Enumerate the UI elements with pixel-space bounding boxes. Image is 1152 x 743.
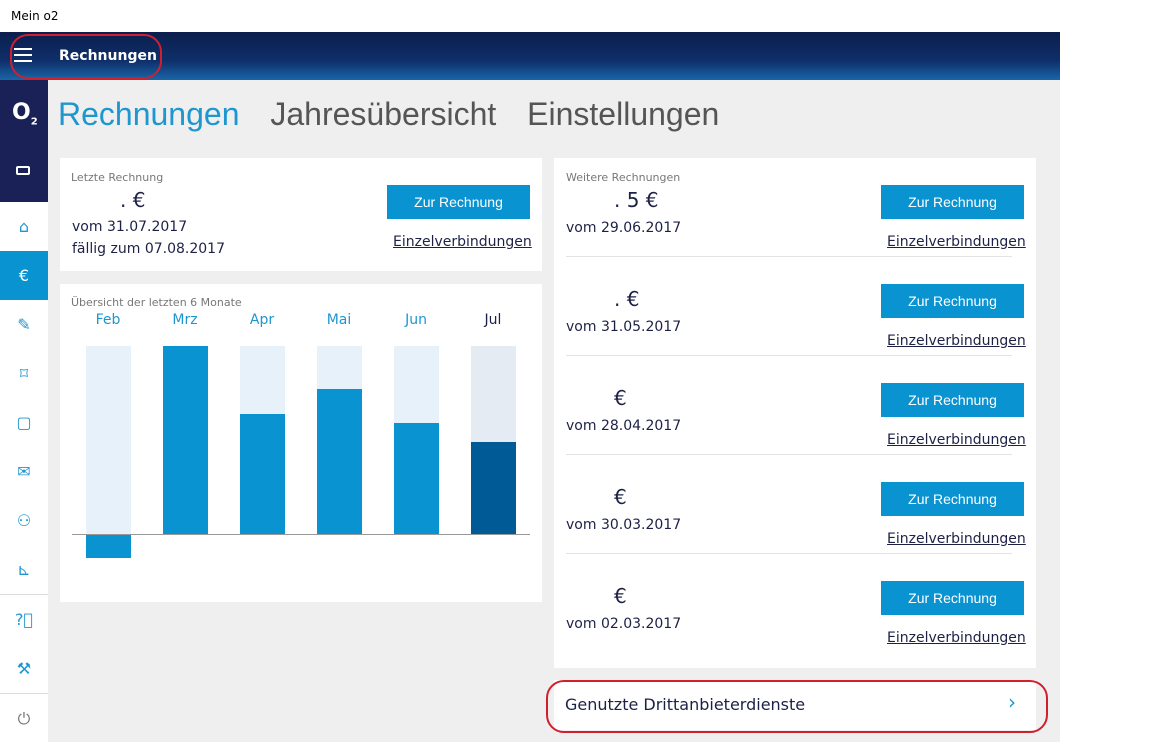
highlight-annotation (10, 34, 162, 79)
invoice-row: . 5 € vom 29.06.2017 Zur Rechnung Einzel… (554, 158, 1026, 257)
chart-baseline (72, 534, 530, 535)
third-party-services-item[interactable]: Genutzte Drittanbieterdienste › (554, 680, 1036, 730)
help-icon[interactable]: ?⃝ (14, 610, 34, 629)
zur-rechnung-button[interactable]: Zur Rechnung (881, 383, 1024, 417)
zur-rechnung-button[interactable]: Zur Rechnung (881, 284, 1024, 318)
trolley-icon[interactable]: ⊾ (17, 560, 31, 579)
chart-card: Übersicht der letzten 6 Monate Feb Mrz Apr… (60, 284, 542, 602)
month-label: Jun (405, 312, 427, 328)
month-label: Feb (95, 312, 121, 328)
mail-icon[interactable]: ✉ (17, 462, 31, 481)
invoice-amount: € (614, 386, 627, 410)
bar-mrz[interactable] (163, 346, 208, 534)
app-header: Rechnungen (0, 32, 1060, 80)
zur-rechnung-button[interactable]: Zur Rechnung (387, 185, 530, 219)
bar-track (86, 346, 131, 534)
pen-icon[interactable]: ✎ (17, 315, 31, 334)
einzelverbindungen-link[interactable]: Einzelverbindungen (887, 630, 1026, 646)
invoice-date: vom 28.04.2017 (566, 418, 682, 434)
einzelverbindungen-link[interactable]: Einzelverbindungen (887, 432, 1026, 448)
invoice-icon[interactable]: € (0, 251, 48, 300)
home-icon[interactable]: ⌂ (18, 217, 30, 236)
invoice-row: € vom 30.03.2017 Zur Rechnung Einzelverb… (554, 455, 1026, 554)
bar-apr[interactable] (240, 413, 285, 534)
einzelverbindungen-link[interactable]: Einzelverbindungen (887, 333, 1026, 349)
month-label: Jul (484, 312, 502, 328)
window-title: Mein o2 (0, 0, 1152, 32)
latest-label: Letzte Rechnung (71, 171, 164, 184)
latest-date: vom 31.07.2017 (72, 219, 188, 235)
invoice-amount: . 5 € (614, 188, 659, 212)
sidebar: O2 ⌂ € ✎ ⌑ ▢ ✉ ⚇ ⊾ ?⃝ ⚒ ⏻ (0, 80, 48, 742)
zur-rechnung-button[interactable]: Zur Rechnung (881, 482, 1024, 516)
chevron-right-icon: › (1008, 690, 1016, 714)
invoice-date: vom 02.03.2017 (566, 616, 682, 632)
further-invoices-card: Weitere Rechnungen . 5 € vom 29.06.2017 … (554, 158, 1036, 668)
month-label: Mai (326, 312, 352, 328)
power-icon[interactable]: ⏻ (17, 708, 31, 728)
latest-amount: . € (120, 188, 146, 212)
latest-due: fällig zum 07.08.2017 (72, 241, 225, 257)
bar-feb[interactable] (86, 534, 131, 559)
third-party-label: Genutzte Drittanbieterdienste (565, 695, 806, 714)
user-icon[interactable]: ⚇ (16, 511, 32, 530)
bar-mai[interactable] (317, 389, 362, 534)
month-label: Mrz (172, 312, 198, 328)
invoice-row: . € vom 31.05.2017 Zur Rechnung Einzelve… (554, 257, 1026, 356)
wrench-icon[interactable]: ⚒ (16, 659, 32, 678)
chart-title: Übersicht der letzten 6 Monate (71, 296, 242, 309)
latest-invoice-card: Letzte Rechnung . € vom 31.07.2017 fälli… (60, 158, 542, 271)
tab-rechnungen[interactable]: Rechnungen (58, 96, 240, 132)
further-label: Weitere Rechnungen (566, 171, 681, 184)
highlight-annotation (546, 680, 1048, 733)
invoice-date: vom 31.05.2017 (566, 319, 682, 335)
invoice-amount: . € (614, 287, 640, 311)
invoice-amount: € (614, 584, 627, 608)
tab-jahresuebersicht[interactable]: Jahresübersicht (270, 96, 497, 132)
main-content: Rechnungen Jahresübersicht Einstellungen… (48, 80, 1060, 742)
header-title: Rechnungen (59, 48, 157, 64)
sim-card-icon[interactable] (16, 166, 30, 175)
month-label: Apr (249, 312, 275, 328)
invoice-date: vom 29.06.2017 (566, 220, 682, 236)
einzelverbindungen-link[interactable]: Einzelverbindungen (393, 234, 532, 250)
zur-rechnung-button[interactable]: Zur Rechnung (881, 185, 1024, 219)
invoice-date: vom 30.03.2017 (566, 517, 682, 533)
bar-jun[interactable] (394, 423, 439, 534)
o2-logo: O2 (12, 100, 38, 128)
zur-rechnung-button[interactable]: Zur Rechnung (881, 581, 1024, 615)
bag-icon[interactable]: ▢ (16, 413, 32, 432)
invoice-amount: € (614, 485, 627, 509)
bar-jul[interactable] (471, 441, 516, 534)
invoice-row: € vom 28.04.2017 Zur Rechnung Einzelverb… (554, 356, 1026, 455)
einzelverbindungen-link[interactable]: Einzelverbindungen (887, 531, 1026, 547)
einzelverbindungen-link[interactable]: Einzelverbindungen (887, 234, 1026, 250)
tab-einstellungen[interactable]: Einstellungen (527, 96, 720, 132)
tag-icon[interactable]: ⌑ (19, 364, 29, 383)
invoice-row: € vom 02.03.2017 Zur Rechnung Einzelverb… (554, 554, 1026, 653)
